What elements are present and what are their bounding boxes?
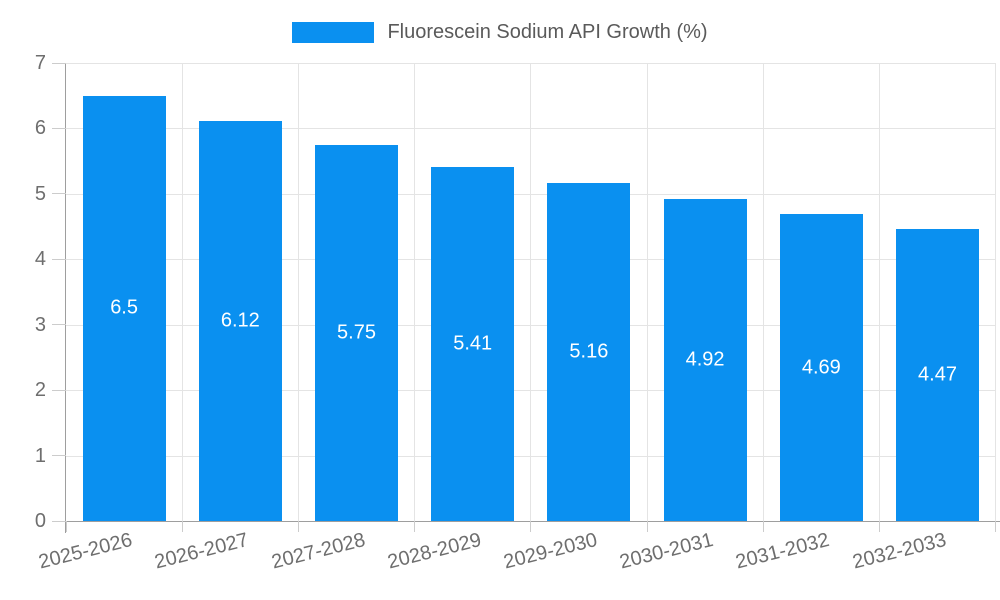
gridline-vertical (414, 63, 416, 521)
y-axis-tick-label: 1 (34, 444, 46, 467)
bar-value-label: 4.69 (801, 356, 841, 379)
y-axis-tick-label: 0 (34, 510, 46, 532)
bar-value-label: 4.92 (685, 348, 725, 371)
x-axis-tick (762, 521, 764, 532)
x-axis-tick (65, 521, 67, 532)
x-axis-tick (995, 521, 997, 532)
x-axis-tick (181, 521, 183, 532)
y-axis-tick (52, 520, 66, 522)
bar-2029-2030[interactable]: 5.16 (547, 183, 631, 521)
bar-2026-2027[interactable]: 6.12 (198, 120, 282, 521)
y-axis-tick (52, 258, 66, 260)
x-axis-tick (878, 521, 880, 532)
x-axis-tick (530, 521, 532, 532)
x-axis-tick (297, 521, 299, 532)
bar-2027-2028[interactable]: 5.75 (315, 144, 398, 521)
bar-2030-2031[interactable]: 4.92 (663, 199, 747, 521)
gridline-vertical (530, 63, 532, 521)
bar-value-label: 6.12 (220, 309, 260, 332)
y-axis-tick-label: 6 (34, 117, 46, 140)
bar-value-label: 6.5 (110, 296, 138, 319)
bar-value-label: 5.75 (337, 321, 376, 344)
legend[interactable]: Fluorescein Sodium API Growth (%) (0, 20, 1000, 44)
bar-2032-2033[interactable]: 4.47 (896, 228, 979, 521)
gridline-vertical (995, 63, 997, 521)
gridline-vertical (646, 63, 648, 521)
y-axis-tick (52, 455, 66, 457)
y-axis-tick (52, 324, 66, 326)
y-axis-tick-label: 2 (34, 379, 46, 402)
bar-2031-2032[interactable]: 4.69 (779, 214, 863, 521)
x-axis-tick (414, 521, 416, 532)
plot-area: 0 1 2 3 4 5 6 7 6.5 6.12 5.75 5.41 5.16 4.92 4.69 4.47 2… (35, 52, 1000, 573)
x-axis-line (52, 521, 1000, 522)
legend-swatch (292, 21, 375, 43)
y-axis-tick-label: 3 (34, 313, 46, 336)
legend-label: Fluorescein Sodium API Growth (%) (387, 21, 708, 43)
y-axis-tick-label: 4 (34, 248, 46, 271)
bar-value-label: 5.16 (569, 340, 609, 363)
gridline-vertical (181, 63, 183, 521)
y-axis-tick (52, 389, 66, 391)
y-axis-tick-label: 7 (34, 52, 46, 74)
gridline-vertical (878, 63, 880, 521)
y-axis-tick (52, 193, 66, 195)
x-axis-tick (646, 521, 648, 532)
bar-2028-2029[interactable]: 5.41 (431, 167, 515, 521)
gridline-vertical (762, 63, 764, 521)
y-axis-tick (52, 127, 66, 129)
bar-2025-2026[interactable]: 6.5 (82, 95, 166, 521)
bar-value-label: 4.47 (918, 363, 957, 386)
y-axis-line (65, 63, 66, 533)
y-axis-tick-label: 5 (34, 182, 46, 205)
bar-value-label: 5.41 (453, 332, 493, 355)
gridline-vertical (297, 63, 299, 521)
y-axis-tick (52, 62, 66, 64)
